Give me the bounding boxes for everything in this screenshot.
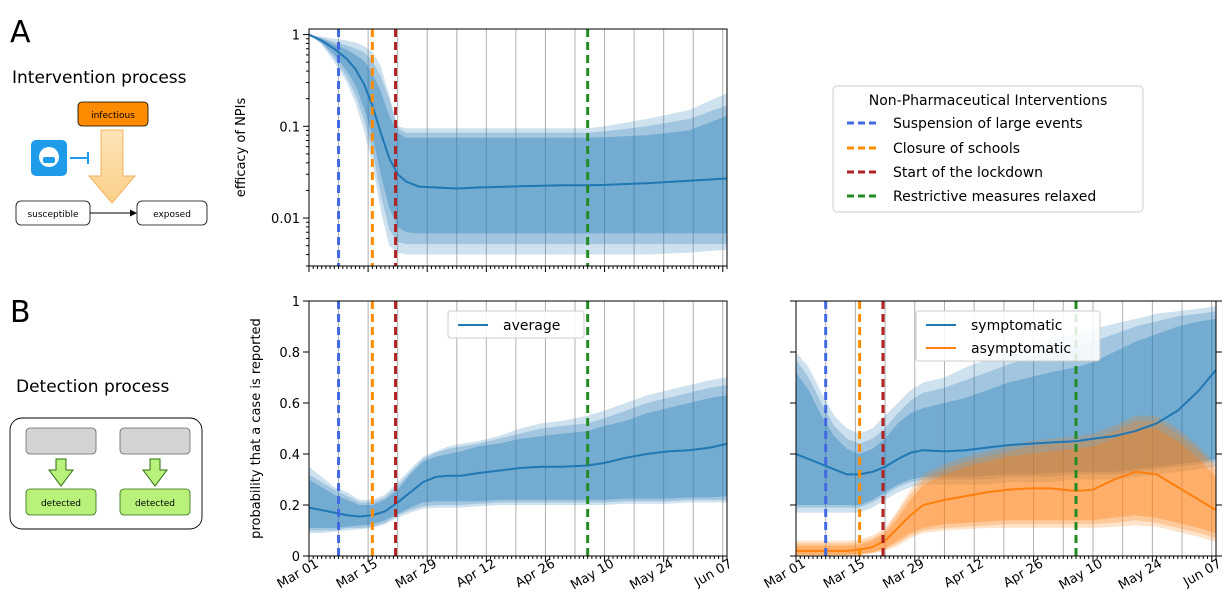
- median-line: [309, 442, 727, 518]
- y-tick-label: 0.01: [271, 212, 300, 227]
- series-legend-frame: [915, 310, 1101, 362]
- median-line: [309, 33, 727, 190]
- detected-label-right: detected: [135, 499, 175, 509]
- credible-band: [796, 415, 1216, 556]
- y-tick-label: 0.4: [279, 448, 300, 463]
- axes-frame: [308, 28, 728, 267]
- npi-legend: Non-Pharmaceutical Interventions Suspens…: [832, 85, 1144, 213]
- detection-arrow-right: [142, 458, 168, 487]
- x-tick-label: May 10: [568, 556, 617, 593]
- npi-legend-title: Non-Pharmaceutical Interventions: [869, 93, 1108, 109]
- axes-frame: [795, 300, 1217, 557]
- median-line: [796, 369, 1216, 476]
- detection-title: Detection process: [16, 377, 169, 397]
- x-tick-label: Mar 15: [821, 556, 868, 592]
- credible-band: [309, 377, 727, 533]
- y-tick-label: 0.6: [279, 397, 300, 412]
- npi-legend-label: Restrictive measures relaxed: [893, 189, 1096, 205]
- exposed-label: exposed: [153, 210, 191, 220]
- x-tick-label: Mar 29: [393, 556, 440, 592]
- plot-area: [309, 377, 727, 533]
- credible-band: [796, 420, 1216, 556]
- npi-legend-frame: [832, 85, 1144, 213]
- x-tick-label: Apr 12: [454, 556, 499, 591]
- y-tick-label: 0.1: [279, 120, 300, 135]
- intervention-title: Intervention process: [12, 68, 187, 88]
- detection-schematic: Detection process detected detected: [9, 377, 203, 530]
- panel-label-b: B: [10, 295, 31, 330]
- credible-band: [309, 34, 727, 245]
- plot-area: [796, 306, 1216, 556]
- grey-box-left: [25, 427, 97, 455]
- x-tick-label: Jun 07: [691, 556, 735, 590]
- infection-arrow-head: [130, 209, 137, 217]
- panel-label-a: A: [10, 15, 31, 50]
- x-tick-label: Mar 01: [762, 556, 809, 592]
- y-axis-label: efficacy of NPIs: [234, 98, 249, 198]
- x-tick-label: May 24: [627, 556, 676, 593]
- credible-band: [796, 306, 1216, 513]
- x-tick-label: Jun 07: [1180, 556, 1224, 590]
- detection-arrow-left: [48, 458, 74, 487]
- x-tick-label: Apr 26: [1001, 556, 1046, 591]
- y-tick-label: 0.2: [279, 499, 300, 514]
- x-tick-label: Mar 29: [881, 556, 928, 592]
- credible-band: [309, 385, 727, 531]
- series-legend-label: average: [503, 318, 560, 334]
- y-tick-label: 1: [292, 29, 300, 44]
- npi-legend-label: Closure of schools: [893, 141, 1020, 157]
- y-tick-label: 1: [292, 295, 300, 310]
- y-axis-label: probability that a case is reported: [249, 318, 264, 539]
- detected-box-right: [119, 488, 191, 516]
- detection-average-chart: Mar 01 Mar 15 Mar 29 Apr 12 Apr 26 May 10 May …: [249, 295, 735, 593]
- x-tick-label: Apr 26: [513, 556, 558, 591]
- series-legend-frame: [447, 310, 585, 339]
- x-tick-label: May 10: [1057, 556, 1106, 593]
- npi-legend-label: Suspension of large events: [893, 116, 1083, 132]
- y-tick-label: 0.8: [279, 346, 300, 361]
- detected-label-left: detected: [41, 499, 81, 509]
- plot-area: [309, 33, 727, 255]
- median-line: [796, 470, 1216, 552]
- infectious-label: infectious: [91, 111, 135, 121]
- y-tick-label: 0: [292, 550, 300, 565]
- infectious-box: [77, 101, 149, 127]
- intervention-schematic: Intervention process infectious suscepti…: [12, 68, 208, 226]
- series-legend-label: symptomatic: [971, 318, 1062, 334]
- axes-frame: [308, 300, 728, 557]
- exposed-box: [136, 200, 208, 226]
- x-tick-label: May 24: [1116, 556, 1165, 593]
- mask-cover: [43, 157, 55, 163]
- detected-box-left: [25, 488, 97, 516]
- transmission-arrow: [87, 129, 137, 204]
- detection-split-chart: Mar 01 Mar 15 Mar 29 Apr 12 Apr 26 May 10 May …: [762, 300, 1224, 593]
- credible-band: [309, 395, 727, 528]
- series-legend-label: asymptomatic: [971, 341, 1071, 357]
- grey-box-right: [119, 427, 191, 455]
- npi-legend-label: Start of the lockdown: [893, 165, 1043, 181]
- efficacy-chart: 1 0.1 0.01 efficacy of NPIs: [234, 28, 728, 272]
- credible-band: [796, 428, 1216, 555]
- susceptible-label: susceptible: [27, 210, 79, 220]
- x-tick-label: Mar 15: [334, 556, 381, 592]
- credible-band: [309, 34, 727, 255]
- x-tick-label: Apr 12: [942, 556, 987, 591]
